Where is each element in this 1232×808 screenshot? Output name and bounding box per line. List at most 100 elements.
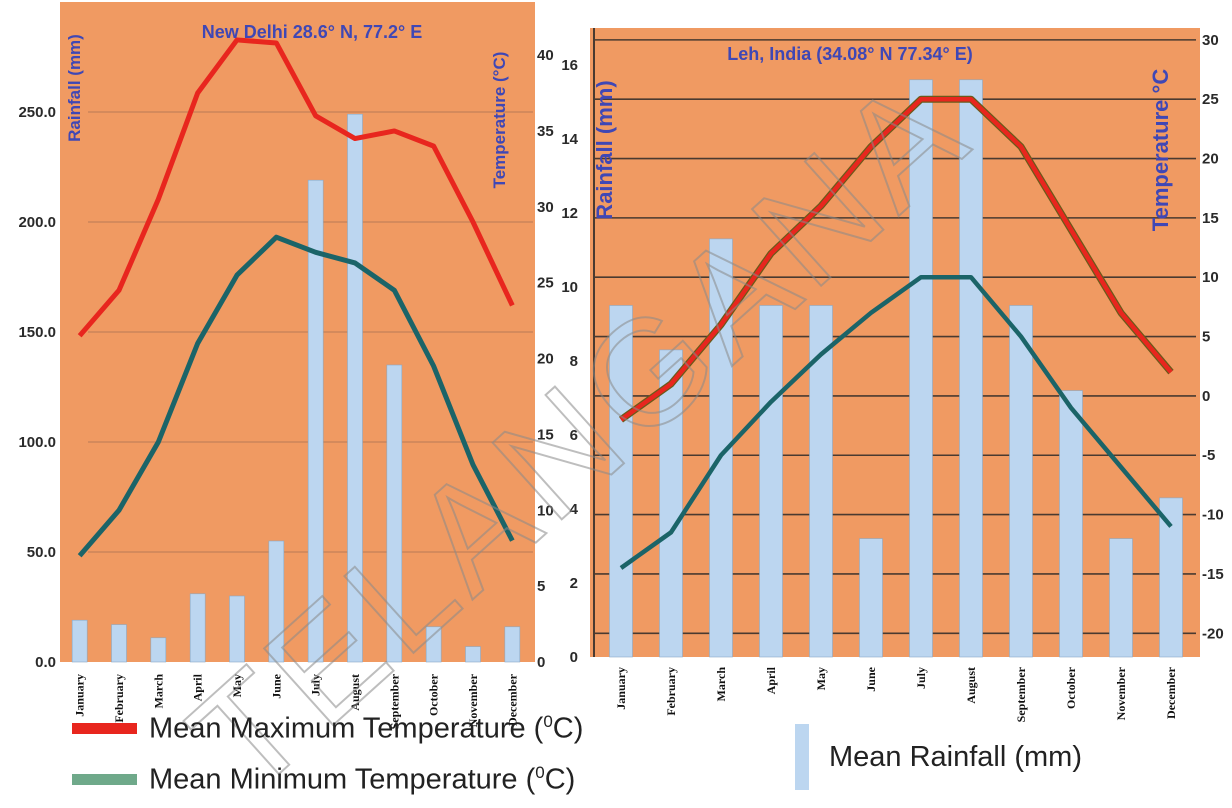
category-label: October bbox=[1064, 666, 1078, 709]
legend-rain-label: Mean Rainfall (mm) bbox=[829, 740, 1082, 773]
category-label: January bbox=[73, 674, 87, 717]
rain-tick-label: 16 bbox=[561, 57, 578, 74]
rain-tick-label: 10 bbox=[561, 279, 578, 296]
legend-max-swatch bbox=[72, 723, 137, 735]
rainfall-bar bbox=[425, 626, 442, 663]
rainfall-bar bbox=[659, 349, 683, 658]
temp-tick-label: 25 bbox=[537, 275, 554, 292]
category-label: January bbox=[614, 667, 628, 710]
rain-tick-label: 12 bbox=[561, 205, 578, 222]
legend-max-label: Mean Maximum Temperature ( bbox=[149, 712, 544, 745]
legend-min-temp: Mean Minimum Temperature (0C) bbox=[72, 763, 575, 797]
temp-tick-label: -5 bbox=[1202, 447, 1215, 464]
rainfall-bar bbox=[1109, 538, 1133, 658]
temp-tick-label: 10 bbox=[537, 502, 554, 519]
temp-tick-label: 30 bbox=[1202, 32, 1219, 49]
temp-tick-label: 15 bbox=[537, 426, 554, 443]
rainfall-bar bbox=[229, 595, 245, 663]
rain-tick-label: 8 bbox=[570, 353, 578, 370]
category-label: August bbox=[348, 674, 362, 711]
rain-tick-label: 2 bbox=[570, 575, 578, 592]
legend-max-unit: C) bbox=[552, 712, 584, 745]
rainfall-bar bbox=[268, 540, 285, 663]
rainfall-bar bbox=[909, 79, 933, 658]
plot-background bbox=[590, 28, 1200, 657]
category-label: May bbox=[814, 667, 828, 690]
rain-tick-label: 100.0 bbox=[18, 434, 56, 451]
leh-chart: 0 2 4 6 8 10 12 14 16 -20 -15 -10 -5 0 5 10 15 20 25 30 Janu… bbox=[561, 28, 1224, 722]
rain-tick-label: 150.0 bbox=[18, 324, 56, 341]
rainfall-bar bbox=[71, 619, 88, 663]
category-label: September bbox=[387, 673, 401, 729]
rainfall-bar bbox=[1059, 390, 1083, 658]
category-label: December bbox=[1164, 666, 1178, 719]
rainfall-bar bbox=[809, 305, 833, 658]
min-temp-line bbox=[77, 234, 515, 558]
temp-tick-label: 15 bbox=[1202, 210, 1219, 227]
category-label: February bbox=[112, 674, 126, 723]
new-delhi-chart: 0.0 50.0 100.0 150.0 200.0 250.0 0 5 10 15 20 25 30 3… bbox=[18, 2, 554, 729]
rainfall-bar bbox=[465, 646, 481, 663]
legend-min-unit: C) bbox=[544, 763, 576, 796]
rainfall-bar bbox=[111, 624, 127, 663]
category-label: May bbox=[230, 674, 244, 697]
rain-tick-label: 0 bbox=[570, 649, 578, 666]
category-label: December bbox=[505, 673, 519, 726]
max-temp-line bbox=[77, 37, 515, 338]
category-label: April bbox=[191, 673, 205, 701]
temp-tick-label: 5 bbox=[1202, 329, 1210, 346]
rainfall-bar bbox=[959, 79, 983, 658]
rainfall-bar bbox=[307, 179, 324, 663]
category-label: November bbox=[466, 673, 480, 727]
temp-tick-label: 20 bbox=[537, 351, 554, 368]
legend-max-temp: Mean Maximum Temperature (0C) bbox=[72, 712, 583, 746]
temp-tick-label: 30 bbox=[537, 199, 554, 216]
rainfall-bar bbox=[709, 238, 733, 658]
category-label: August bbox=[964, 667, 978, 704]
rain-tick-label: 250.0 bbox=[18, 104, 56, 121]
temp-tick-label: -15 bbox=[1202, 566, 1224, 583]
legend-min-degree: 0 bbox=[535, 763, 545, 782]
temperature-axis-label: Temperature °C bbox=[1148, 69, 1173, 232]
category-label: July bbox=[914, 667, 928, 689]
rainfall-axis-label: Rainfall (mm) bbox=[592, 80, 617, 219]
chart-title: New Delhi 28.6° N, 77.2° E bbox=[202, 22, 423, 42]
min-temp-line bbox=[619, 274, 1173, 570]
category-label: June bbox=[864, 666, 878, 691]
temp-tick-label: 35 bbox=[537, 123, 554, 140]
rainfall-bar bbox=[189, 593, 206, 663]
rainfall-bar bbox=[504, 626, 521, 663]
rain-tick-label: 200.0 bbox=[18, 214, 56, 231]
rainfall-bar bbox=[347, 113, 363, 663]
legend-rain-swatch bbox=[795, 724, 809, 790]
rainfall-axis-label: Rainfall (mm) bbox=[65, 34, 84, 142]
max-temp-line bbox=[619, 96, 1173, 422]
category-label: July bbox=[309, 674, 323, 696]
rain-tick-label: 6 bbox=[570, 427, 578, 444]
legend-rainfall: Mean Rainfall (mm) bbox=[795, 724, 1082, 790]
temp-tick-label: 10 bbox=[1202, 269, 1219, 286]
rain-tick-label: 14 bbox=[561, 131, 578, 148]
temperature-axis-label: Temperature (°C) bbox=[490, 52, 509, 189]
rain-tick-label: 4 bbox=[570, 501, 579, 518]
rainfall-bar bbox=[1009, 305, 1033, 658]
rainfall-bar bbox=[1159, 497, 1183, 658]
legend-max-degree: 0 bbox=[543, 712, 553, 731]
category-label: March bbox=[714, 667, 728, 702]
category-label: February bbox=[664, 667, 678, 716]
rainfall-bar bbox=[609, 305, 633, 658]
temp-tick-label: 20 bbox=[1202, 151, 1219, 168]
rainfall-bar bbox=[386, 364, 403, 663]
category-label: June bbox=[269, 673, 283, 698]
temp-tick-label: 5 bbox=[537, 578, 545, 595]
temp-tick-label: 40 bbox=[537, 47, 554, 64]
category-label: September bbox=[1014, 666, 1028, 722]
rain-tick-label: 50.0 bbox=[27, 544, 56, 561]
rain-tick-label: 0.0 bbox=[35, 654, 56, 671]
temp-tick-label: 25 bbox=[1202, 91, 1219, 108]
temp-tick-label: 0 bbox=[1202, 388, 1210, 405]
rainfall-bar bbox=[150, 637, 167, 663]
legend-min-swatch bbox=[72, 774, 137, 786]
temp-tick-label: 0 bbox=[537, 654, 545, 671]
